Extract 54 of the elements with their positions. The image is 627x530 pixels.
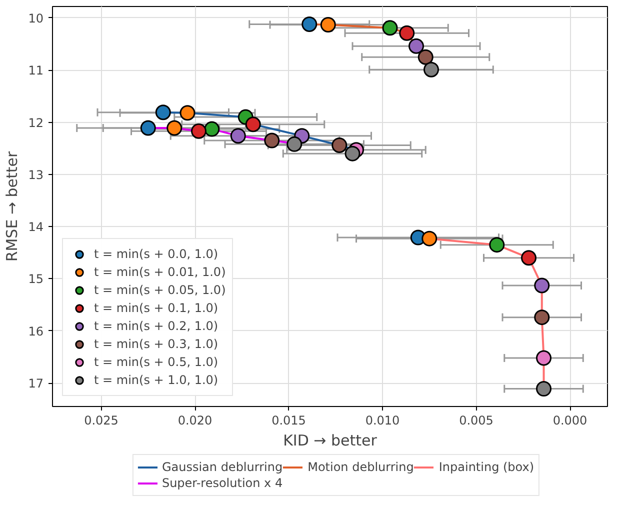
point	[344, 146, 360, 162]
y-tick-label: 16	[28, 324, 44, 338]
legend-label: t = min(s + 1.0, 1.0)	[94, 372, 218, 389]
legend-label: t = min(s + 0.2, 1.0)	[94, 318, 218, 335]
point	[245, 116, 261, 132]
point	[191, 123, 206, 139]
point	[534, 310, 550, 326]
legend-label: Motion deblurring	[308, 459, 414, 475]
y-tick-label: 12	[28, 116, 44, 130]
point	[320, 17, 336, 32]
point	[408, 38, 424, 54]
legend-label: t = min(s + 0.05, 1.0)	[94, 282, 226, 299]
legend-label: t = min(s + 0.01, 1.0)	[94, 264, 226, 281]
y-axis-title: RMSE → better	[3, 150, 22, 262]
y-tick-label: 11	[28, 64, 44, 78]
y-tick-label: 14	[28, 220, 44, 234]
point	[489, 237, 505, 253]
x-tick-label: 0.020	[178, 414, 212, 428]
legend-label: Super-resolution x 4	[162, 475, 283, 491]
point	[424, 62, 439, 78]
point	[418, 49, 434, 65]
legend-label: Gaussian deblurring	[162, 459, 283, 475]
y-tick-label: 15	[28, 272, 44, 286]
legend-label: t = min(s + 0.0, 1.0)	[94, 246, 218, 263]
x-tick-label: 0.025	[84, 414, 118, 428]
point	[422, 230, 438, 246]
y-tick-label: 13	[28, 168, 44, 182]
point	[230, 128, 246, 144]
point	[399, 25, 415, 41]
point	[302, 16, 318, 32]
point	[521, 250, 536, 266]
point	[536, 350, 552, 366]
point	[332, 137, 348, 153]
point	[166, 120, 182, 136]
legend-label: t = min(s + 0.5, 1.0)	[94, 354, 218, 371]
legend-label: t = min(s + 0.1, 1.0)	[94, 300, 218, 317]
point	[155, 104, 171, 120]
x-tick-label: 0.010	[365, 414, 400, 428]
point	[204, 121, 220, 137]
point	[382, 20, 398, 36]
legend-label: Inpainting (box)	[438, 459, 534, 475]
y-tick-label: 10	[28, 11, 44, 26]
x-axis-title: KID → better	[283, 432, 378, 450]
x-tick-label: 0.005	[459, 414, 494, 428]
point	[536, 381, 552, 397]
legend-label: t = min(s + 0.3, 1.0)	[94, 336, 218, 353]
point	[180, 105, 196, 121]
point	[534, 278, 550, 294]
point	[286, 136, 302, 152]
point	[264, 132, 280, 148]
point	[140, 120, 156, 136]
x-tick-label: 0.015	[272, 414, 306, 428]
y-tick-label: 17	[28, 376, 44, 391]
x-tick-label: 0.000	[552, 414, 588, 428]
